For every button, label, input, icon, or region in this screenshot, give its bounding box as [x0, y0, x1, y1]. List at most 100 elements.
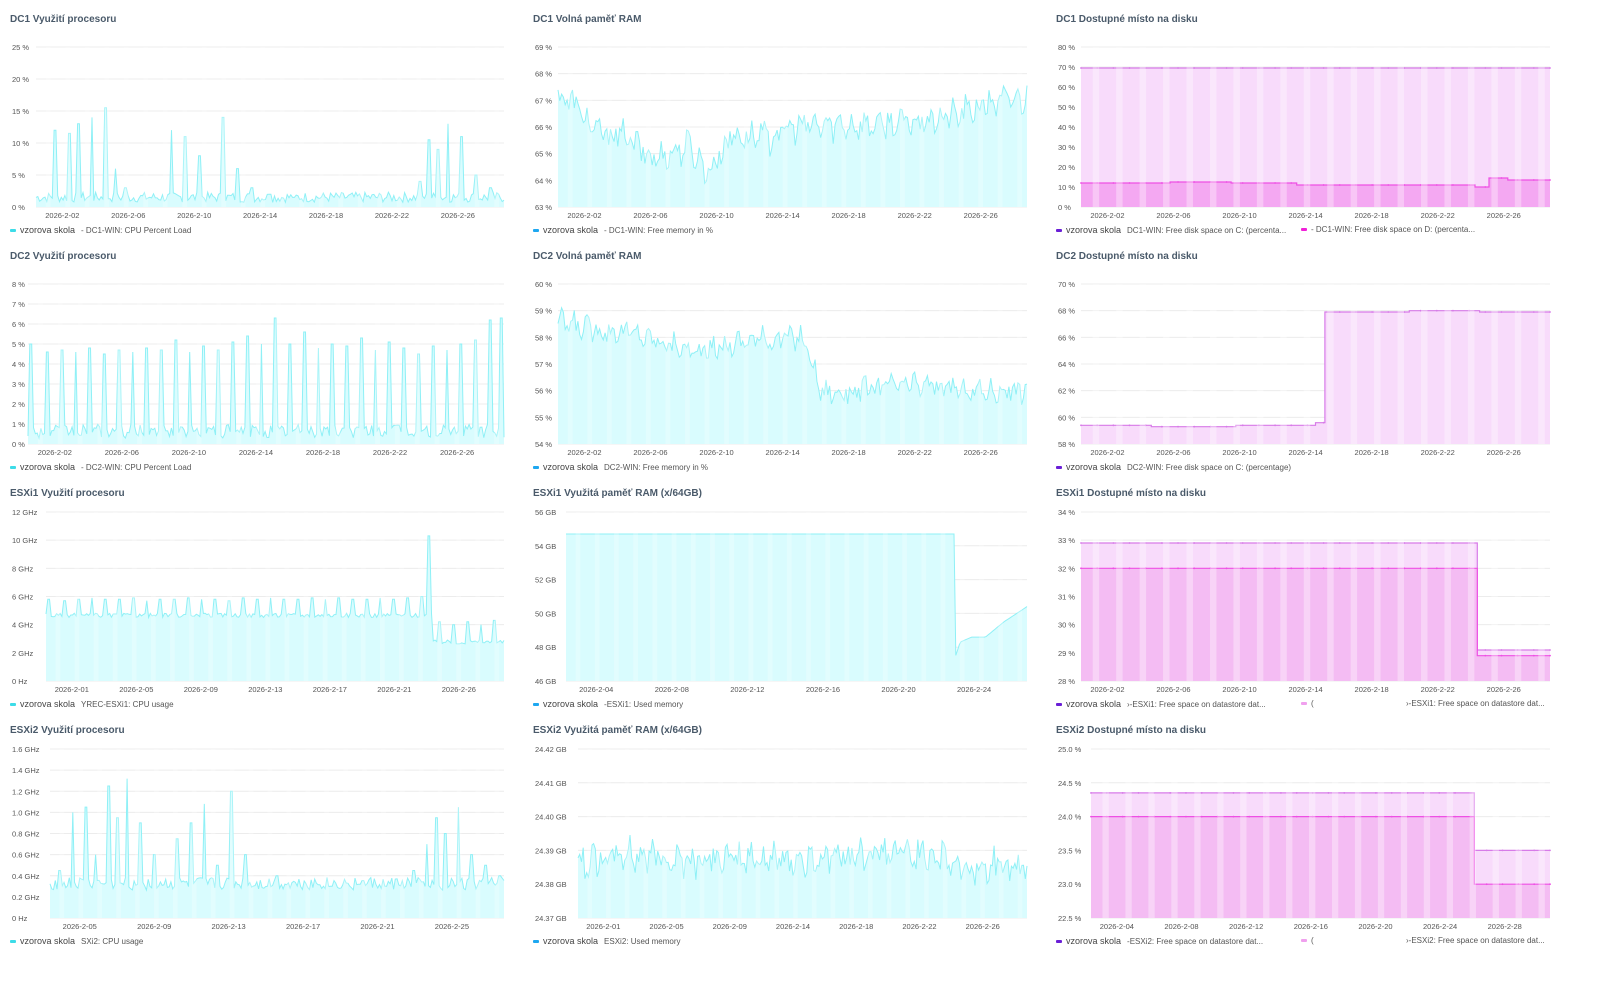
legend-series-name: -ESXi1: Used memory: [604, 700, 684, 709]
stripe: [880, 284, 886, 444]
legend-item[interactable]: ›-ESXi1: Free space on datastore dat...: [1406, 698, 1545, 710]
series-line[interactable]: [557, 306, 1028, 405]
series-point: [1517, 883, 1520, 886]
stripe: [260, 47, 266, 207]
stripe: [182, 47, 188, 207]
y-tick-label: 5 %: [12, 340, 25, 349]
chart-svg: 58 % 60 % 62 % 64 % 66 % 68 % 70 % 2026-2-02 202…: [1058, 280, 1551, 457]
stripe: [97, 284, 103, 444]
series-point: [1274, 567, 1276, 570]
series-line[interactable]: [1081, 567, 1550, 657]
series-line[interactable]: [557, 84, 1028, 185]
stripe: [227, 512, 233, 681]
y-tick-label: 56 %: [535, 387, 552, 396]
series-point: [1306, 424, 1309, 427]
series-line[interactable]: [27, 317, 505, 441]
panel-title[interactable]: DC2 Využití procesoru: [10, 251, 117, 262]
x-tick-label: 2026-2-26: [964, 448, 998, 457]
panel-title[interactable]: DC2 Volná paměť RAM: [533, 251, 642, 262]
legend-item[interactable]: vzorova skola SXi2: CPU usage: [10, 935, 143, 947]
series-line[interactable]: [1081, 177, 1550, 188]
stripe: [45, 47, 51, 207]
legend-item[interactable]: ›-ESXi2: Free space on datastore dat...: [1406, 935, 1545, 947]
legend-item[interactable]: vzorova skola DC2-WIN: Free disk space on…: [1056, 461, 1291, 473]
series-point: [1435, 567, 1438, 570]
y-tick-label: 80 %: [1058, 43, 1075, 52]
legend-item[interactable]: vzorova skola ›-ESXi1: Free space on data…: [1056, 698, 1266, 710]
stripe: [880, 47, 886, 207]
series-point: [1500, 649, 1503, 651]
series-point: [1387, 311, 1390, 313]
panel-title[interactable]: ESXi2 Využití procesoru: [10, 725, 125, 736]
x-tick-label: 2026-2-02: [1090, 685, 1124, 694]
panel-title[interactable]: DC1 Využití procesoru: [10, 14, 117, 25]
stripe: [767, 512, 773, 681]
stripe: [1514, 284, 1522, 444]
series-fill: [46, 535, 504, 681]
stripe: [978, 512, 984, 681]
legend-item[interactable]: vzorova skola -ESXi1: Used memory: [533, 698, 683, 710]
panel-title[interactable]: ESXi1 Využití procesoru: [10, 488, 125, 499]
panel-title[interactable]: DC2 Dostupné místo na disku: [1056, 251, 1198, 262]
stripe: [724, 284, 729, 444]
series-fill: [558, 85, 1027, 207]
legend-item[interactable]: vzorova skola YREC-ESXi1: CPU usage: [10, 698, 174, 710]
series-line[interactable]: [49, 778, 505, 892]
y-tick-label: 0 %: [12, 203, 25, 212]
legend-item[interactable]: (: [1301, 698, 1314, 710]
stripe: [902, 512, 907, 681]
series-line[interactable]: [566, 533, 1028, 656]
legend-swatch: [1301, 228, 1307, 232]
panel-title[interactable]: DC1 Volná paměť RAM: [533, 14, 642, 25]
legend-series-name: - DC1-WIN: Free disk space on D: (percen…: [1311, 225, 1476, 234]
chart-legend: vzorova skola ›-ESXi1: Free space on data…: [1056, 698, 1571, 710]
legend-item[interactable]: vzorova skola - DC1-WIN: CPU Percent Load: [10, 224, 191, 236]
x-tick-label: 2026-2-02: [567, 448, 601, 457]
x-tick-label: 2026-2-06: [111, 211, 145, 220]
panel-title[interactable]: ESXi1 Dostupné místo na disku: [1056, 488, 1207, 499]
stripe: [1092, 512, 1100, 681]
y-tick-label: 64 %: [535, 176, 552, 185]
series-line[interactable]: [577, 835, 1028, 886]
legend-item[interactable]: vzorova skola DC1-WIN: Free disk space on…: [1056, 224, 1286, 236]
series-line[interactable]: [45, 535, 505, 645]
legend-item[interactable]: vzorova skola DC2-WIN: Free memory in %: [533, 461, 708, 473]
legend-item[interactable]: vzorova skola ESXi2: Used memory: [533, 935, 681, 947]
legend-item[interactable]: vzorova skola - DC1-WIN: Free memory in %: [533, 224, 713, 236]
legend-item[interactable]: - DC1-WIN: Free disk space on D: (percen…: [1301, 224, 1475, 236]
x-tick-label: 2026-2-22: [375, 211, 409, 220]
panel-title[interactable]: DC1 Dostupné místo na disku: [1056, 14, 1198, 25]
panel-title[interactable]: ESXi2 Dostupné místo na disku: [1056, 725, 1207, 736]
series-point: [1105, 792, 1108, 794]
legend-item[interactable]: vzorova skola - DC2-WIN: CPU Percent Load: [10, 461, 191, 473]
series-point: [1160, 67, 1163, 69]
stripe: [1194, 749, 1201, 918]
series-line[interactable]: [35, 107, 505, 204]
series-fill: [1081, 68, 1550, 207]
y-tick-label: 0.8 GHz: [12, 830, 40, 839]
series-point: [1225, 542, 1228, 544]
series-line[interactable]: [1091, 816, 1550, 885]
legend-item[interactable]: vzorova skola -ESXi2: Free space on datas…: [1056, 935, 1263, 947]
panel-title[interactable]: ESXi2 Využitá paměť RAM (x/64GB): [533, 725, 702, 736]
series-point: [1355, 67, 1357, 69]
stripe: [1256, 512, 1264, 681]
stripe: [156, 284, 162, 444]
stripe: [633, 512, 639, 681]
stripe: [78, 749, 84, 918]
series-line[interactable]: [1081, 310, 1550, 428]
legend-series-name: ›-ESXi1: Free space on datastore dat...: [1406, 699, 1545, 708]
chart-svg: 28 % 29 % 30 % 31 % 32 % 33 % 34 % 2026-2-02 202…: [1058, 508, 1551, 694]
series-point: [1374, 792, 1377, 794]
stripe: [924, 749, 929, 918]
y-tick-label: 0 %: [12, 440, 25, 449]
stripe: [671, 512, 677, 681]
series-point: [1501, 883, 1504, 886]
stripe: [1148, 749, 1155, 918]
legend-item[interactable]: (: [1301, 935, 1314, 947]
series-point: [1128, 182, 1131, 184]
y-tick-label: 54 %: [535, 440, 552, 449]
panel-esxi1-disk: ESXi1 Dostupné místo na disku 28 % 29 % 30 …: [1046, 474, 1568, 711]
panel-title[interactable]: ESXi1 Využitá paměť RAM (x/64GB): [533, 488, 702, 499]
x-tick-label: 2026-2-22: [373, 448, 407, 457]
